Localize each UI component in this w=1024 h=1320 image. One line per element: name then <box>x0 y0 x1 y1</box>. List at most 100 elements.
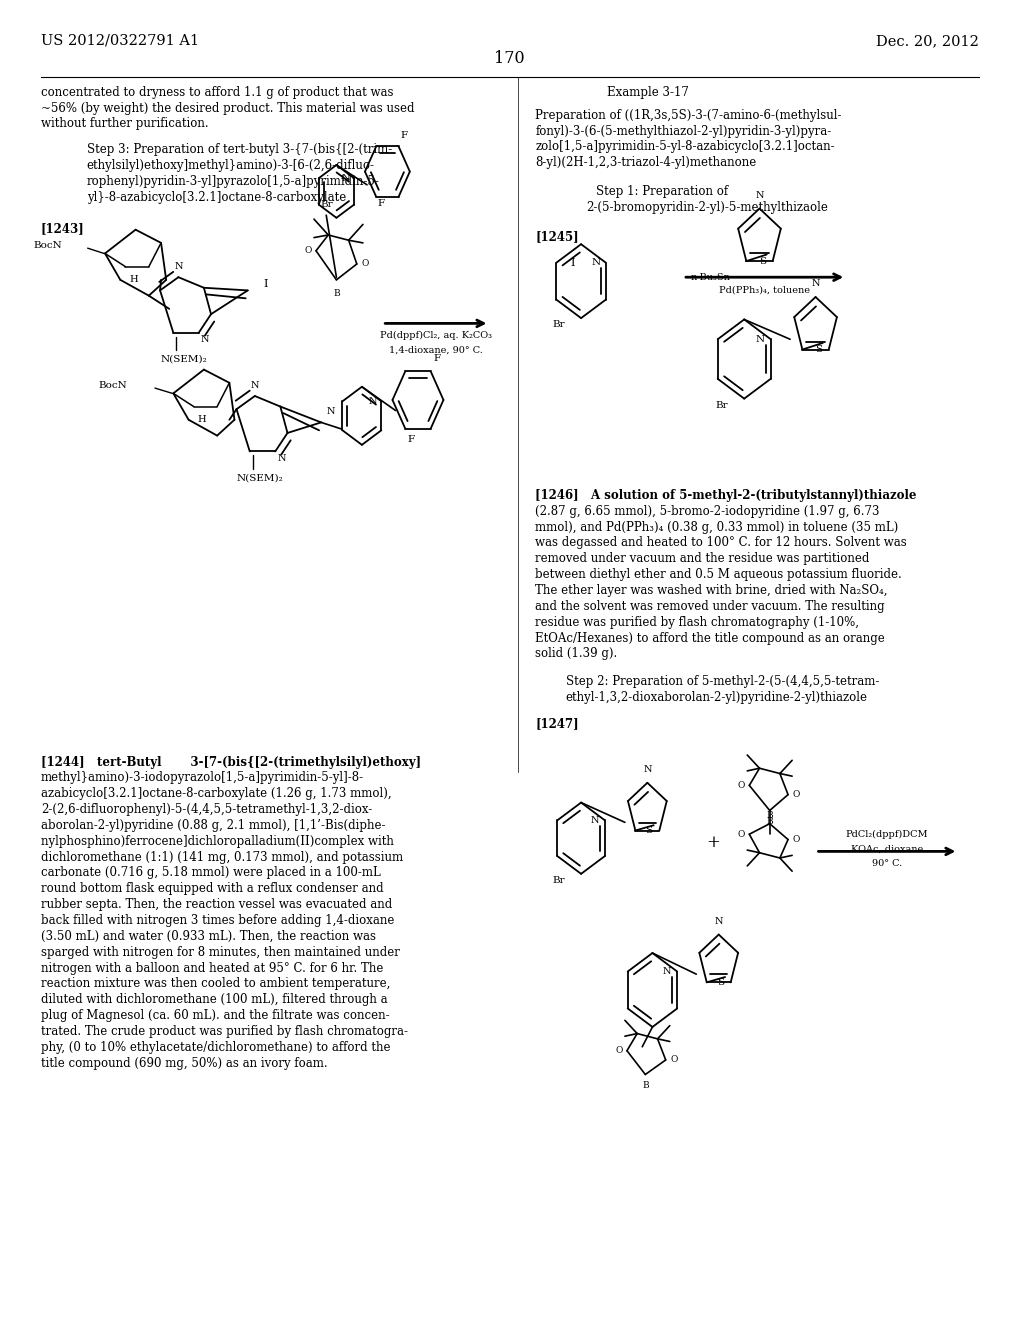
Text: N: N <box>643 766 651 774</box>
Text: reaction mixture was then cooled to ambient temperature,: reaction mixture was then cooled to ambi… <box>41 977 390 990</box>
Text: B: B <box>766 817 773 825</box>
Text: (3.50 mL) and water (0.933 mL). Then, the reaction was: (3.50 mL) and water (0.933 mL). Then, th… <box>41 929 376 942</box>
Text: plug of Magnesol (ca. 60 mL). and the filtrate was concen-: plug of Magnesol (ca. 60 mL). and the fi… <box>41 1008 389 1022</box>
Text: Br: Br <box>552 321 565 329</box>
Text: O: O <box>737 830 744 838</box>
Text: 2-(2,6-difluorophenyl)-5-(4,4,5,5-tetramethyl-1,3,2-diox-: 2-(2,6-difluorophenyl)-5-(4,4,5,5-tetram… <box>41 803 372 816</box>
Text: Preparation of ((1R,3s,5S)-3-(7-amino-6-(methylsul-: Preparation of ((1R,3s,5S)-3-(7-amino-6-… <box>536 108 842 121</box>
Text: N: N <box>663 968 671 975</box>
Text: concentrated to dryness to afford 1.1 g of product that was: concentrated to dryness to afford 1.1 g … <box>41 86 393 99</box>
Text: 90° C.: 90° C. <box>871 859 902 867</box>
Text: solid (1.39 g).: solid (1.39 g). <box>536 647 617 660</box>
Text: H: H <box>129 276 138 284</box>
Text: F: F <box>408 434 415 444</box>
Text: O: O <box>361 260 369 268</box>
Text: title compound (690 mg, 50%) as an ivory foam.: title compound (690 mg, 50%) as an ivory… <box>41 1056 328 1069</box>
Text: (2.87 g, 6.65 mmol), 5-bromo-2-iodopyridine (1.97 g, 6.73: (2.87 g, 6.65 mmol), 5-bromo-2-iodopyrid… <box>536 504 880 517</box>
Text: Pd(PPh₃)₄, toluene: Pd(PPh₃)₄, toluene <box>719 286 810 294</box>
Text: removed under vacuum and the residue was partitioned: removed under vacuum and the residue was… <box>536 552 869 565</box>
Text: rubber septa. Then, the reaction vessel was evacuated and: rubber septa. Then, the reaction vessel … <box>41 898 392 911</box>
Text: N: N <box>327 408 336 416</box>
Text: S: S <box>645 826 652 836</box>
Text: back filled with nitrogen 3 times before adding 1,4-dioxane: back filled with nitrogen 3 times before… <box>41 913 394 927</box>
Text: S: S <box>717 978 724 987</box>
Text: B: B <box>333 289 340 297</box>
Text: [1247]: [1247] <box>536 717 579 730</box>
Text: without further purification.: without further purification. <box>41 117 209 131</box>
Text: [1244]   tert-Butyl       3-[7-(bis{[2-(trimethylsilyl)ethoxy]: [1244] tert-Butyl 3-[7-(bis{[2-(trimethy… <box>41 755 421 768</box>
Text: dichloromethane (1:1) (141 mg, 0.173 mmol), and potassium: dichloromethane (1:1) (141 mg, 0.173 mmo… <box>41 850 402 863</box>
Text: N: N <box>251 381 259 389</box>
Text: BocN: BocN <box>34 242 62 251</box>
Text: N(SEM)₂: N(SEM)₂ <box>160 355 207 363</box>
Text: Step 1: Preparation of: Step 1: Preparation of <box>596 185 728 198</box>
Text: I: I <box>264 279 268 289</box>
Text: trated. The crude product was purified by flash chromatogra-: trated. The crude product was purified b… <box>41 1024 408 1038</box>
Text: N: N <box>756 335 765 343</box>
Text: Example 3-17: Example 3-17 <box>606 86 688 99</box>
Text: Br: Br <box>716 401 728 409</box>
Text: N(SEM)₂: N(SEM)₂ <box>237 474 284 482</box>
Text: Pd(dppf)Cl₂, aq. K₂CO₃: Pd(dppf)Cl₂, aq. K₂CO₃ <box>380 331 493 339</box>
Text: ethylsilyl)ethoxy]methyl}amino)-3-[6-(2,6-difluo-: ethylsilyl)ethoxy]methyl}amino)-3-[6-(2,… <box>87 158 375 172</box>
Text: N: N <box>715 917 723 925</box>
Text: phy, (0 to 10% ethylacetate/dichloromethane) to afford the: phy, (0 to 10% ethylacetate/dichlorometh… <box>41 1040 390 1053</box>
Text: aborolan-2-yl)pyridine (0.88 g, 2.1 mmol), [1,1’-Bis(diphe-: aborolan-2-yl)pyridine (0.88 g, 2.1 mmol… <box>41 818 385 832</box>
Text: BocN: BocN <box>99 381 128 391</box>
Text: O: O <box>793 836 800 843</box>
Text: KOAc, dioxane: KOAc, dioxane <box>851 845 923 853</box>
Text: ~56% (by weight) the desired product. This material was used: ~56% (by weight) the desired product. Th… <box>41 102 415 115</box>
Text: +: + <box>707 834 721 850</box>
Text: Br: Br <box>321 201 333 209</box>
Text: B: B <box>642 1081 648 1089</box>
Text: O: O <box>304 247 311 255</box>
Text: EtOAc/Hexanes) to afford the title compound as an orange: EtOAc/Hexanes) to afford the title compo… <box>536 631 885 644</box>
Text: S: S <box>759 256 766 265</box>
Text: F: F <box>378 199 385 207</box>
Text: PdCl₂(dppf)DCM: PdCl₂(dppf)DCM <box>846 830 928 838</box>
Text: carbonate (0.716 g, 5.18 mmol) were placed in a 100-mL: carbonate (0.716 g, 5.18 mmol) were plac… <box>41 866 381 879</box>
Text: nitrogen with a balloon and heated at 95° C. for 6 hr. The: nitrogen with a balloon and heated at 95… <box>41 961 383 974</box>
Text: yl}-8-azabicyclo[3.2.1]octane-8-carboxylate: yl}-8-azabicyclo[3.2.1]octane-8-carboxyl… <box>87 190 346 203</box>
Text: Step 2: Preparation of 5-methyl-2-(5-(4,4,5,5-tetram-: Step 2: Preparation of 5-methyl-2-(5-(4,… <box>566 675 880 688</box>
Text: S: S <box>815 345 822 354</box>
Text: N: N <box>369 397 378 405</box>
Text: US 2012/0322791 A1: US 2012/0322791 A1 <box>41 34 199 48</box>
Text: residue was purified by flash chromatography (1-10%,: residue was purified by flash chromatogr… <box>536 615 859 628</box>
Text: fonyl)-3-(6-(5-methylthiazol-2-yl)pyridin-3-yl)pyra-: fonyl)-3-(6-(5-methylthiazol-2-yl)pyridi… <box>536 124 831 137</box>
Text: N: N <box>811 280 820 288</box>
Text: O: O <box>793 791 800 799</box>
Text: 8-yl)(2H-1,2,3-triazol-4-yl)methanone: 8-yl)(2H-1,2,3-triazol-4-yl)methanone <box>536 156 757 169</box>
Text: The ether layer was washed with brine, dried with Na₂SO₄,: The ether layer was washed with brine, d… <box>536 583 888 597</box>
Text: rophenyl)pyridin-3-yl]pyrazolo[1,5-a]pyrimidin-5-: rophenyl)pyridin-3-yl]pyrazolo[1,5-a]pyr… <box>87 174 380 187</box>
Text: F: F <box>400 132 408 140</box>
Text: O: O <box>615 1047 623 1055</box>
Text: methyl}amino)-3-iodopyrazolo[1,5-a]pyrimidin-5-yl]-8-: methyl}amino)-3-iodopyrazolo[1,5-a]pyrim… <box>41 771 364 784</box>
Text: Br: Br <box>552 876 565 884</box>
Text: and the solvent was removed under vacuum. The resulting: and the solvent was removed under vacuum… <box>536 599 885 612</box>
Text: F: F <box>433 354 440 363</box>
Text: between diethyl ether and 0.5 M aqueous potassium fluoride.: between diethyl ether and 0.5 M aqueous … <box>536 568 902 581</box>
Text: B: B <box>766 812 773 820</box>
Text: [1245]: [1245] <box>536 230 579 243</box>
Text: mmol), and Pd(PPh₃)₄ (0.38 g, 0.33 mmol) in toluene (35 mL): mmol), and Pd(PPh₃)₄ (0.38 g, 0.33 mmol)… <box>536 520 898 533</box>
Text: ethyl-1,3,2-dioxaborolan-2-yl)pyridine-2-yl)thiazole: ethyl-1,3,2-dioxaborolan-2-yl)pyridine-2… <box>566 690 867 704</box>
Text: was degassed and heated to 100° C. for 12 hours. Solvent was: was degassed and heated to 100° C. for 1… <box>536 536 907 549</box>
Text: sparged with nitrogen for 8 minutes, then maintained under: sparged with nitrogen for 8 minutes, the… <box>41 945 399 958</box>
Text: n-Bu₃Sn: n-Bu₃Sn <box>690 273 730 281</box>
Text: N: N <box>201 335 209 343</box>
Text: N: N <box>174 263 182 271</box>
Text: N: N <box>591 259 600 267</box>
Text: N: N <box>278 454 286 462</box>
Text: H: H <box>198 416 206 424</box>
Text: [1246]   A solution of 5-methyl-2-(tributylstannyl)thiazole: [1246] A solution of 5-methyl-2-(tributy… <box>536 488 916 502</box>
Text: diluted with dichloromethane (100 mL), filtered through a: diluted with dichloromethane (100 mL), f… <box>41 993 387 1006</box>
Text: N: N <box>342 174 350 182</box>
Text: O: O <box>670 1056 678 1064</box>
Text: O: O <box>737 781 744 789</box>
Text: 170: 170 <box>495 50 525 67</box>
Text: azabicyclo[3.2.1]octane-8-carboxylate (1.26 g, 1.73 mmol),: azabicyclo[3.2.1]octane-8-carboxylate (1… <box>41 787 391 800</box>
Text: round bottom flask equipped with a reflux condenser and: round bottom flask equipped with a reflu… <box>41 882 383 895</box>
Text: [1243]: [1243] <box>41 222 85 235</box>
Text: nylphosphino)ferrocene]dichloropalladium(II)complex with: nylphosphino)ferrocene]dichloropalladium… <box>41 834 393 847</box>
